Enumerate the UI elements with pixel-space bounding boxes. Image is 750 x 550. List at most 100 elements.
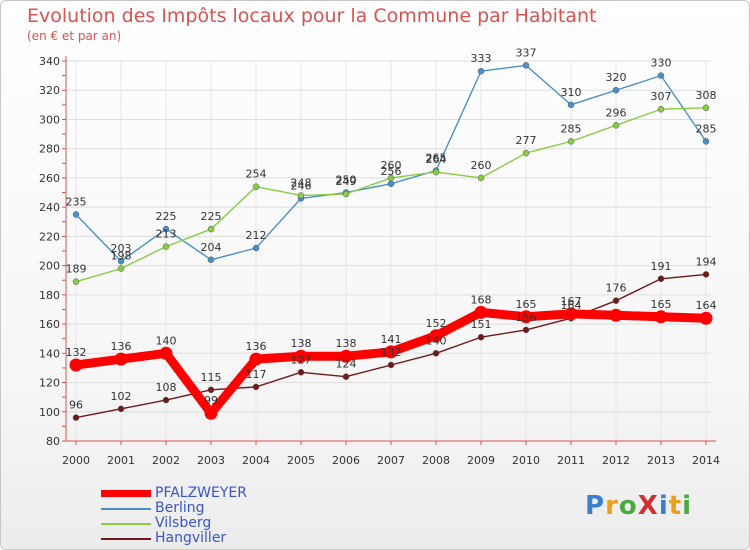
data-point-berling	[567, 101, 575, 109]
x-tick-label: 2007	[377, 454, 405, 467]
x-tick-label: 2009	[467, 454, 495, 467]
chart-subtitle: (en € et par an)	[27, 29, 122, 43]
data-point-vilsberg	[477, 174, 485, 182]
data-point-pfalzweyer	[384, 345, 398, 359]
data-point-berling	[477, 67, 485, 75]
data-point-hangviller	[612, 297, 620, 304]
y-tick-label: 260	[39, 172, 60, 185]
logo-letter: t	[668, 491, 683, 521]
data-point-hangviller	[72, 414, 80, 421]
data-label-vilsberg: 296	[606, 106, 627, 119]
data-point-hangviller	[522, 326, 530, 334]
data-point-pfalzweyer	[69, 358, 83, 372]
data-label-pfalzweyer: 136	[111, 340, 132, 353]
data-label-pfalzweyer: 132	[66, 346, 87, 359]
data-point-vilsberg	[612, 122, 620, 129]
data-label-hangviller: 151	[471, 318, 492, 331]
y-tick-label: 100	[39, 406, 60, 419]
data-label-vilsberg: 189	[66, 263, 87, 276]
data-point-hangviller	[387, 361, 395, 369]
legend: PFALZWEYER Berling Vilsberg Hangviller	[101, 485, 361, 546]
logo-letter: P	[585, 491, 606, 521]
data-point-hangviller	[657, 275, 665, 283]
legend-label: Berling	[155, 500, 205, 516]
data-point-pfalzweyer	[564, 307, 578, 321]
data-label-pfalzweyer: 138	[336, 337, 357, 350]
data-label-pfalzweyer: 168	[471, 293, 492, 306]
y-tick-label: 120	[39, 377, 60, 390]
x-tick-label: 2000	[62, 454, 90, 467]
data-label-berling: 330	[651, 57, 672, 70]
data-point-pfalzweyer	[159, 346, 173, 360]
data-label-pfalzweyer: 140	[156, 334, 177, 347]
data-point-berling	[702, 138, 710, 145]
data-point-berling	[657, 72, 665, 79]
data-point-berling	[387, 180, 395, 188]
data-label-hangviller: 124	[336, 358, 357, 371]
logo-letter: i	[682, 491, 693, 521]
data-label-pfalzweyer: 141	[381, 333, 402, 346]
data-point-vilsberg	[252, 183, 260, 190]
data-point-pfalzweyer	[114, 352, 128, 366]
data-point-vilsberg	[522, 149, 530, 157]
x-tick-label: 2003	[197, 454, 225, 467]
data-label-hangviller: 176	[606, 282, 627, 295]
data-point-vilsberg	[162, 243, 170, 250]
data-label-vilsberg: 254	[246, 168, 267, 181]
legend-label: Vilsberg	[155, 515, 212, 531]
data-label-berling: 250	[336, 174, 357, 187]
data-label-pfalzweyer: 152	[426, 317, 447, 330]
data-label-vilsberg: 249	[336, 175, 357, 188]
data-point-pfalzweyer	[699, 311, 713, 325]
data-label-vilsberg: 248	[291, 176, 312, 189]
data-label-vilsberg: 277	[516, 134, 537, 147]
data-point-vilsberg	[117, 265, 125, 272]
data-point-vilsberg	[342, 190, 350, 198]
data-label-pfalzweyer: 99	[204, 394, 218, 407]
data-label-berling: 265	[426, 152, 447, 165]
x-tick-label: 2005	[287, 454, 315, 467]
data-label-hangviller: 164	[561, 299, 582, 312]
data-point-pfalzweyer	[519, 310, 533, 324]
legend-item-vilsberg: Vilsberg	[101, 515, 361, 531]
data-point-hangviller	[702, 271, 710, 278]
data-label-berling: 212	[246, 229, 267, 242]
data-label-hangviller: 127	[291, 353, 312, 366]
y-tick-label: 320	[39, 84, 60, 97]
data-label-berling: 285	[696, 122, 717, 135]
legend-swatch	[101, 538, 151, 540]
legend-label: Hangviller	[155, 530, 227, 546]
data-point-pfalzweyer	[249, 352, 263, 366]
data-label-hangviller: 102	[111, 390, 132, 403]
logo-letter: X	[637, 491, 659, 521]
data-point-berling	[72, 211, 80, 218]
data-label-pfalzweyer: 164	[696, 299, 717, 312]
data-point-pfalzweyer	[429, 329, 443, 343]
data-point-hangviller	[162, 396, 170, 404]
x-tick-label: 2008	[422, 454, 450, 467]
data-point-pfalzweyer	[474, 305, 488, 319]
proxiti-logo: ProXiti	[585, 491, 692, 521]
data-point-pfalzweyer	[204, 406, 218, 420]
data-label-berling: 225	[156, 210, 177, 223]
data-point-hangviller	[297, 369, 305, 376]
data-label-berling: 320	[606, 71, 627, 84]
logo-letter: o	[618, 491, 638, 521]
data-label-hangviller: 108	[156, 381, 177, 394]
data-label-vilsberg: 213	[156, 228, 177, 241]
data-point-vilsberg	[657, 105, 665, 113]
data-label-vilsberg: 307	[651, 90, 672, 103]
chart-title: Evolution des Impôts locaux pour la Comm…	[27, 5, 597, 27]
legend-swatch	[101, 523, 151, 525]
data-label-pfalzweyer: 136	[246, 340, 267, 353]
data-point-berling	[252, 244, 260, 252]
data-label-pfalzweyer: 165	[651, 298, 672, 311]
line-chart: 80 100 120 140 160 180 200 220 240 260 280 300 320 34…	[39, 46, 720, 467]
y-tick-label: 280	[39, 143, 60, 156]
y-tick-label: 80	[46, 435, 60, 448]
x-tick-label: 2011	[557, 454, 585, 467]
x-tick-label: 2002	[152, 454, 180, 467]
x-tick-label: 2004	[242, 454, 270, 467]
data-point-pfalzweyer	[609, 308, 623, 322]
